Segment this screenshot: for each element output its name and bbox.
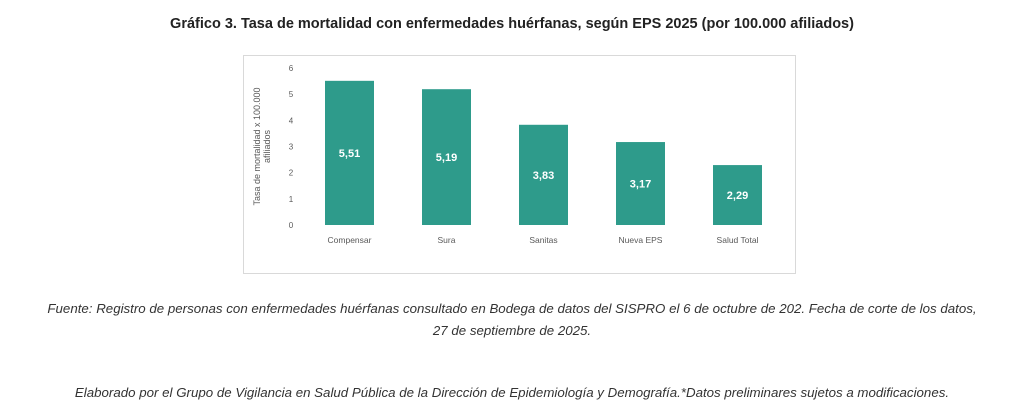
x-tick-label: Nueva EPS [619,235,663,245]
x-tick-label: Sanitas [529,235,557,245]
y-axis-title-line: Tasa de mortalidad x 100.000 [252,87,262,205]
y-tick-label: 6 [289,64,294,73]
bar-value-label: 2,29 [727,190,748,202]
x-axis-tick-labels: Compensar Sura Sanitas Nueva EPS Salud Total [328,235,759,245]
bar-sanitas [519,124,568,225]
y-tick-label: 1 [289,195,294,204]
bars [325,80,762,225]
bar-value-label: 3,17 [630,179,651,191]
credits-note: Elaborado por el Grupo de Vigilancia en … [74,385,950,400]
y-tick-label: 2 [289,169,294,178]
source-note: Fuente: Registro de personas con enferme… [47,301,977,338]
x-tick-label: Sura [438,235,456,245]
bar-nueva-eps [616,142,665,225]
x-tick-label: Compensar [328,235,372,245]
bar-sura [422,89,471,225]
y-tick-label: 0 [289,221,294,230]
y-axis-title-line: afiliados [262,129,272,163]
bar-value-label: 5,19 [436,152,457,164]
bar-value-label: 5,51 [339,148,360,160]
y-axis-title: Tasa de mortalidad x 100.000 afiliados [252,87,272,205]
bar-salud-total [713,165,762,225]
y-tick-label: 4 [289,116,294,125]
x-tick-label: Salud Total [717,235,759,245]
y-tick-label: 3 [289,143,294,152]
bar-value-labels: 5,51 5,19 3,83 3,17 2,29 [339,148,748,202]
bar-value-label: 3,83 [533,170,554,182]
bar-chart: Tasa de mortalidad x 100.000 afiliados 0 1… [252,64,762,245]
bar-compensar [325,80,374,225]
y-tick-label: 5 [289,90,294,99]
y-axis-ticks: 0 1 2 3 4 5 6 [289,64,294,230]
chart-title: Gráfico 3. Tasa de mortalidad con enferm… [170,16,854,32]
